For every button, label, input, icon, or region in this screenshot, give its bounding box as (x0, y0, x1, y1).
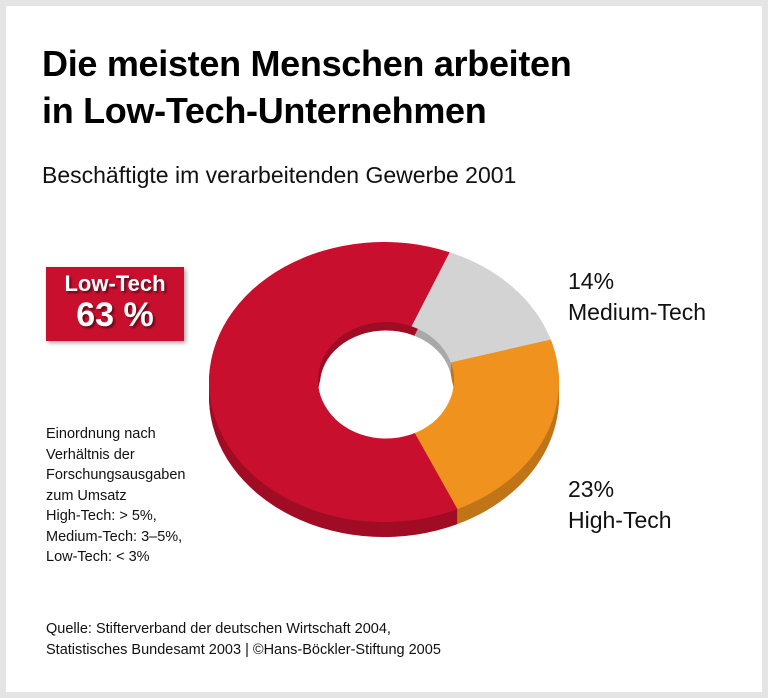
low-tech-name: Low-Tech (64, 271, 166, 296)
source-note: Quelle: Stifterverband der deutschen Wir… (46, 619, 441, 661)
title-line-2: in Low-Tech-Unternehmen (42, 90, 487, 131)
title-line-1: Die meisten Menschen arbeiten (42, 43, 572, 84)
source-line: Statistisches Bundesamt 2003 | ©Hans-Böc… (46, 642, 441, 658)
high-tech-value: 23% (568, 476, 615, 502)
note-line: Medium-Tech: 3–5%, (46, 528, 183, 545)
medium-tech-label: 14% Medium-Tech (568, 266, 706, 328)
low-tech-label-box: Low-Tech 63 % (46, 267, 184, 341)
note-line: Forschungsausgaben (46, 467, 186, 483)
medium-tech-value: 14% (568, 268, 615, 294)
slice-medium-tech (411, 252, 551, 363)
note-line: Verhältnis der (46, 446, 135, 463)
note-line: High-Tech: > 5%, (46, 508, 157, 524)
high-tech-label: 23% High-Tech (568, 474, 672, 536)
note-line: zum Umsatz (46, 487, 127, 504)
low-tech-value: 63 % (76, 296, 154, 334)
slice-low-tech (209, 242, 458, 522)
high-tech-name: High-Tech (568, 507, 672, 533)
classification-note: Einordnung nach Verhältnis der Forschung… (46, 424, 185, 568)
source-line: Quelle: Stifterverband der deutschen Wir… (46, 621, 391, 637)
chart-title: Die meisten Menschen arbeiten in Low-Tec… (42, 40, 572, 134)
slice-high-tech (414, 339, 559, 510)
chart-subtitle: Beschäftigte im verarbeitenden Gewerbe 2… (42, 162, 517, 188)
medium-tech-name: Medium-Tech (568, 299, 707, 325)
note-line: Low-Tech: < 3% (46, 549, 150, 565)
note-line: Einordnung nach (46, 426, 156, 442)
donut-hole (320, 330, 452, 439)
